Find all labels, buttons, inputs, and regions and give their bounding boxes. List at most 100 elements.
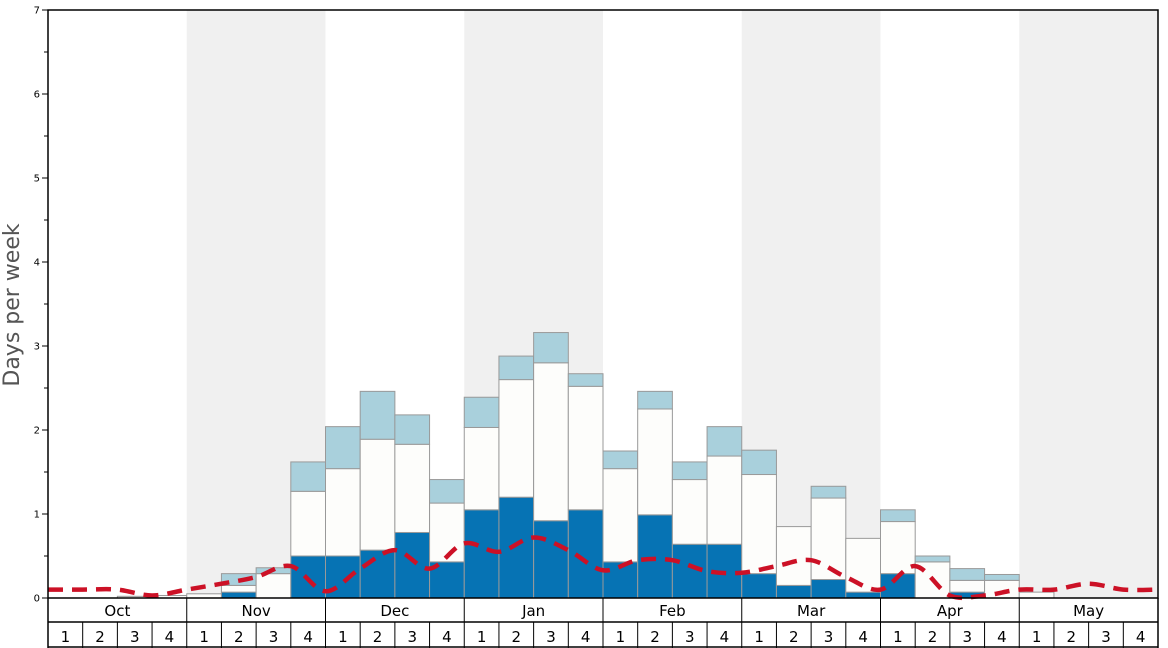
week-label: 2	[1067, 628, 1077, 646]
y-tick-label: 7	[34, 6, 40, 17]
week-label: 3	[685, 628, 695, 646]
bar-white-segment	[880, 521, 916, 575]
bar-light-segment	[602, 450, 639, 470]
week-label: 1	[477, 628, 487, 646]
month-label: Oct	[104, 602, 130, 620]
week-label: 3	[1101, 628, 1111, 646]
week-label: 1	[61, 628, 71, 646]
bar-light-segment	[810, 485, 847, 499]
bar-white-segment	[290, 490, 326, 557]
bar-light-segment	[394, 414, 431, 445]
y-tick-label: 2	[34, 426, 40, 437]
y-tick-label: 5	[34, 174, 40, 185]
week-label: 2	[789, 628, 799, 646]
bar-dark-segment	[463, 509, 500, 599]
bar-light-segment	[463, 396, 500, 428]
bar-white-segment	[775, 526, 812, 586]
week-label: 3	[130, 628, 140, 646]
bar-white-segment	[810, 497, 847, 581]
week-label: 3	[269, 628, 279, 646]
month-label: Jan	[521, 602, 545, 620]
bar-white-segment	[498, 379, 535, 498]
bar-white-segment	[741, 474, 777, 575]
bar-white-segment	[949, 579, 986, 593]
bar-white-segment	[359, 438, 396, 551]
week-label: 2	[928, 628, 938, 646]
bar-white-segment	[394, 443, 431, 533]
bar-white-segment	[255, 573, 292, 599]
week-label: 3	[407, 628, 417, 646]
month-label: Mar	[797, 602, 826, 620]
week-label: 1	[1032, 628, 1042, 646]
week-label: 3	[962, 628, 972, 646]
week-label: 4	[581, 628, 591, 646]
bar-light-segment	[533, 332, 569, 364]
bar-dark-segment	[741, 573, 777, 599]
bar-light-segment	[325, 426, 361, 470]
bar-white-segment	[463, 426, 500, 511]
week-label: 1	[199, 628, 209, 646]
y-tick-label: 1	[34, 510, 40, 521]
month-label: May	[1073, 602, 1104, 620]
bar-white-segment	[567, 385, 604, 511]
y-tick-label: 4	[34, 258, 40, 269]
bar-light-segment	[498, 355, 535, 381]
bar-light-segment	[290, 461, 326, 492]
month-label: Feb	[659, 602, 686, 620]
bar-white-segment	[637, 408, 673, 516]
week-label: 2	[373, 628, 383, 646]
x-axis: Oct 1 2 3 4 Nov 1 2 3 4 Dec 1 2 3 4 Jan 1 2 3 4 Feb 1 2 3 4 Mar 1 2…	[47, 9, 1159, 648]
week-label: 4	[165, 628, 175, 646]
bar-light-segment	[741, 449, 777, 476]
week-label: 4	[1136, 628, 1146, 646]
bar-white-segment	[984, 579, 1020, 599]
week-label: 1	[616, 628, 626, 646]
bar-light-segment	[671, 461, 708, 481]
bar-light-segment	[637, 390, 673, 410]
week-label: 1	[338, 628, 348, 646]
week-label: 1	[893, 628, 903, 646]
week-label: 2	[650, 628, 660, 646]
bar-light-segment	[949, 568, 986, 581]
bar-light-segment	[914, 555, 951, 563]
y-axis: 0 1 2 3 4 5 6 7	[34, 6, 48, 605]
week-label: 4	[303, 628, 313, 646]
week-label: 3	[824, 628, 834, 646]
bar-white-segment	[671, 479, 708, 545]
month-label: Nov	[241, 602, 270, 620]
bar-white-segment	[325, 468, 361, 557]
week-label: 4	[442, 628, 452, 646]
y-tick-label: 6	[34, 90, 40, 101]
bar-light-segment	[880, 509, 916, 523]
bar-dark-segment	[533, 520, 569, 599]
week-label: 2	[512, 628, 522, 646]
bar-light-segment	[429, 479, 465, 504]
bar-dark-segment	[567, 509, 604, 599]
bar-light-segment	[706, 426, 743, 457]
month-bands	[186, 10, 1158, 598]
bar-dark-segment	[394, 531, 431, 599]
week-label: 4	[720, 628, 730, 646]
average-dashed-line	[47, 535, 1159, 601]
bar-white-segment	[1018, 591, 1055, 599]
week-label: 4	[997, 628, 1007, 646]
bar-dark-segment	[775, 584, 812, 599]
y-tick-label: 0	[34, 594, 40, 605]
bar-white-segment	[220, 584, 257, 593]
bar-dark-segment	[220, 591, 257, 599]
week-label: 1	[754, 628, 764, 646]
month-band	[1019, 10, 1158, 598]
bar-dark-segment	[637, 514, 673, 599]
bar-dark-segment	[498, 496, 535, 599]
month-label: Dec	[380, 602, 409, 620]
bar-light-segment	[984, 573, 1020, 581]
bar-white-segment	[429, 502, 465, 563]
bar-white-segment	[533, 362, 569, 522]
y-tick-label: 3	[34, 342, 40, 353]
bar-dark-segment	[810, 579, 847, 599]
week-label: 2	[95, 628, 105, 646]
bar-white-segment	[706, 455, 743, 545]
week-label: 2	[234, 628, 244, 646]
bar-light-segment	[567, 373, 604, 387]
